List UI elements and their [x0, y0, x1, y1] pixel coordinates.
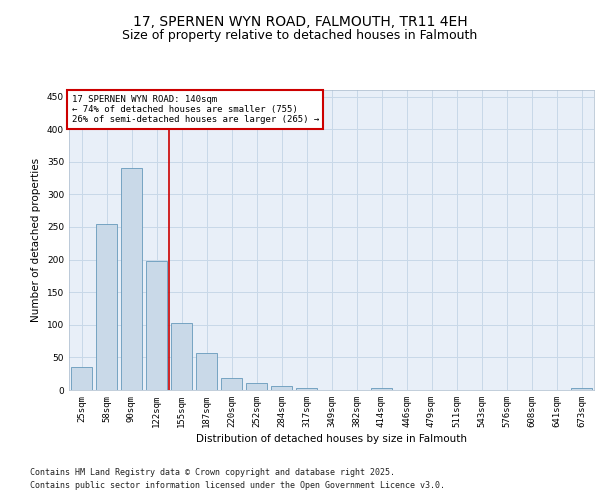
- Bar: [221, 378, 242, 390]
- Bar: [196, 353, 217, 390]
- Text: Contains HM Land Registry data © Crown copyright and database right 2025.: Contains HM Land Registry data © Crown c…: [30, 468, 395, 477]
- Text: 17, SPERNEN WYN ROAD, FALMOUTH, TR11 4EH: 17, SPERNEN WYN ROAD, FALMOUTH, TR11 4EH: [133, 16, 467, 30]
- Bar: [371, 388, 392, 390]
- Y-axis label: Number of detached properties: Number of detached properties: [31, 158, 41, 322]
- Bar: [146, 261, 167, 390]
- Bar: [246, 384, 267, 390]
- Bar: [571, 388, 592, 390]
- Bar: [296, 388, 317, 390]
- X-axis label: Distribution of detached houses by size in Falmouth: Distribution of detached houses by size …: [196, 434, 467, 444]
- Bar: [271, 386, 292, 390]
- Bar: [71, 367, 92, 390]
- Text: Contains public sector information licensed under the Open Government Licence v3: Contains public sector information licen…: [30, 480, 445, 490]
- Text: 17 SPERNEN WYN ROAD: 140sqm
← 74% of detached houses are smaller (755)
26% of se: 17 SPERNEN WYN ROAD: 140sqm ← 74% of det…: [71, 94, 319, 124]
- Bar: [171, 323, 192, 390]
- Bar: [121, 168, 142, 390]
- Bar: [96, 224, 117, 390]
- Text: Size of property relative to detached houses in Falmouth: Size of property relative to detached ho…: [122, 28, 478, 42]
